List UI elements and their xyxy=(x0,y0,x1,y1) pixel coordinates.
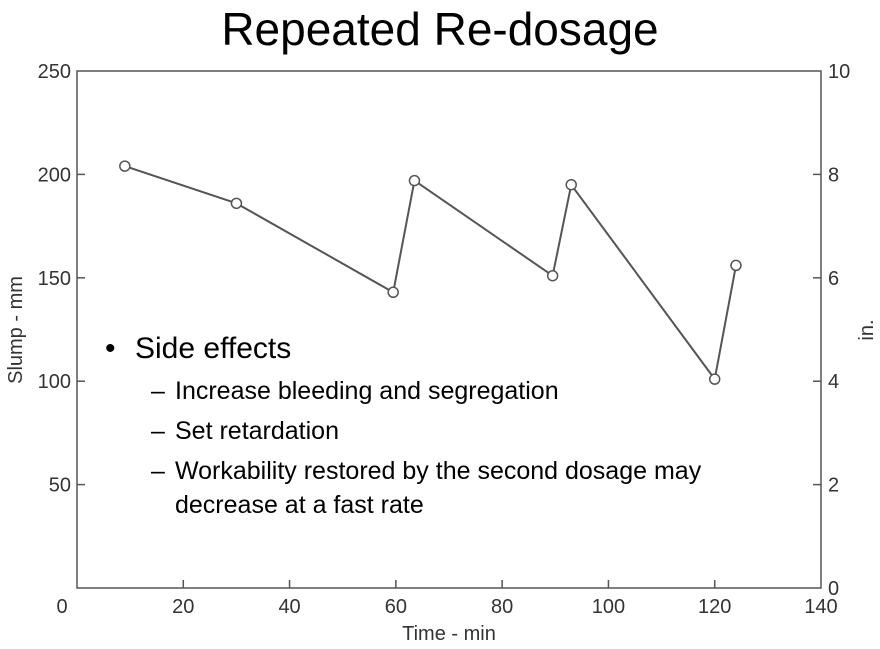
y-tick-label: 100 xyxy=(38,371,71,393)
bullet-list: • Side effects – Increase bleeding and s… xyxy=(105,332,805,522)
sub-bullet-text: Set retardation xyxy=(175,417,339,445)
sub-bullet-item: – Workability restored by the second dos… xyxy=(151,454,805,522)
y-axis-left: 50 100 150 200 250 xyxy=(38,61,85,497)
dash-marker: – xyxy=(151,377,165,405)
x-tick-label: 60 xyxy=(385,596,407,618)
sub-bullet-list: – Increase bleeding and segregation – Se… xyxy=(105,374,805,522)
y2-axis-label: in. xyxy=(856,319,878,340)
data-point xyxy=(546,269,559,282)
plot-frame xyxy=(76,70,822,589)
x-axis: 0 20 40 60 80 100 120 140 xyxy=(56,580,838,618)
y-tick-label: 50 xyxy=(49,475,71,497)
x-tick-label: 140 xyxy=(804,596,837,618)
data-point xyxy=(708,373,721,385)
series-line xyxy=(124,165,737,382)
y-axis-right: 0 2 4 6 8 10 xyxy=(813,61,850,600)
x-tick-label: 20 xyxy=(172,596,194,618)
data-point xyxy=(387,286,399,299)
sub-bullet-item: – Increase bleeding and segregation xyxy=(151,374,805,408)
bullet-item: • Side effects xyxy=(105,332,805,366)
data-point xyxy=(408,174,421,187)
y2-tick-label: 10 xyxy=(828,61,850,83)
dash-marker: – xyxy=(151,417,165,445)
data-points xyxy=(119,160,742,385)
y2-tick-label: 8 xyxy=(828,164,839,186)
y2-tick-label: 4 xyxy=(828,371,839,393)
sub-bullet-item: – Set retardation xyxy=(151,414,805,448)
sub-bullet-text: Workability restored by the second dosag… xyxy=(175,457,702,519)
x-tick-label: 0 xyxy=(56,596,67,618)
y-tick-label: 200 xyxy=(38,164,71,186)
y-axis-label: Slump - mm xyxy=(5,276,27,384)
dash-marker: – xyxy=(151,457,165,485)
x-tick-label: 120 xyxy=(698,596,731,618)
data-point xyxy=(230,197,243,210)
bullet-dot: • xyxy=(105,332,116,365)
bullet-text: Side effects xyxy=(135,332,292,365)
x-tick-label: 40 xyxy=(278,596,300,618)
y2-tick-label: 0 xyxy=(828,578,839,600)
x-axis-label: Time - min xyxy=(402,623,496,645)
slide-title: Repeated Re-dosage xyxy=(221,3,659,55)
data-point xyxy=(119,160,131,172)
y2-tick-label: 6 xyxy=(828,268,839,290)
y2-tick-label: 2 xyxy=(828,475,839,497)
x-tick-label: 100 xyxy=(592,596,625,618)
y-tick-label: 250 xyxy=(38,61,71,83)
y-tick-label: 150 xyxy=(38,268,71,290)
data-point xyxy=(730,259,742,272)
sub-bullet-text: Increase bleeding and segregation xyxy=(175,377,559,405)
x-tick-label: 80 xyxy=(491,596,513,618)
data-point xyxy=(565,178,577,191)
